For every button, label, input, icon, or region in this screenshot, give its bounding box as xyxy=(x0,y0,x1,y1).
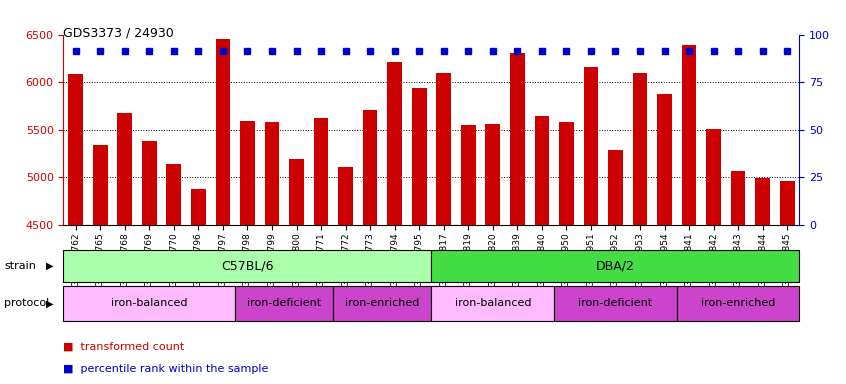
Bar xyxy=(412,88,426,225)
Bar xyxy=(93,145,107,225)
Bar xyxy=(63,286,235,321)
Bar xyxy=(338,167,353,225)
Text: protocol: protocol xyxy=(4,298,49,308)
Text: ■  percentile rank within the sample: ■ percentile rank within the sample xyxy=(63,364,269,374)
Text: strain: strain xyxy=(4,261,36,271)
Bar xyxy=(559,122,574,225)
Text: ▶: ▶ xyxy=(47,298,53,308)
Bar xyxy=(633,73,647,225)
Bar xyxy=(584,67,598,225)
Text: C57BL/6: C57BL/6 xyxy=(221,260,274,272)
Bar xyxy=(142,141,157,225)
Bar xyxy=(240,121,255,225)
Bar xyxy=(431,286,554,321)
Text: ■  transformed count: ■ transformed count xyxy=(63,341,184,351)
Text: iron-deficient: iron-deficient xyxy=(247,298,321,308)
Bar xyxy=(461,125,475,225)
Text: iron-balanced: iron-balanced xyxy=(454,298,531,308)
Bar xyxy=(780,181,794,225)
Bar xyxy=(118,113,132,225)
Text: iron-enriched: iron-enriched xyxy=(701,298,775,308)
Bar xyxy=(235,286,333,321)
Bar xyxy=(608,149,623,225)
Text: iron-balanced: iron-balanced xyxy=(111,298,188,308)
Bar xyxy=(265,122,279,225)
Bar xyxy=(706,129,721,225)
Bar xyxy=(314,118,328,225)
Text: GDS3373 / 24930: GDS3373 / 24930 xyxy=(63,27,174,40)
Bar xyxy=(216,39,230,225)
Text: ▶: ▶ xyxy=(47,261,53,271)
Bar xyxy=(731,171,745,225)
Bar xyxy=(657,94,672,225)
Bar xyxy=(63,250,431,282)
Bar xyxy=(554,286,677,321)
Bar xyxy=(535,116,549,225)
Text: iron-enriched: iron-enriched xyxy=(345,298,420,308)
Bar xyxy=(677,286,799,321)
Text: DBA/2: DBA/2 xyxy=(596,260,634,272)
Bar xyxy=(333,286,431,321)
Bar xyxy=(289,159,304,225)
Bar xyxy=(510,53,525,225)
Bar xyxy=(431,250,799,282)
Bar xyxy=(682,45,696,225)
Bar xyxy=(191,189,206,225)
Bar xyxy=(486,124,500,225)
Bar xyxy=(387,62,402,225)
Text: iron-deficient: iron-deficient xyxy=(579,298,652,308)
Bar xyxy=(437,73,451,225)
Bar xyxy=(69,74,83,225)
Bar xyxy=(363,110,377,225)
Bar xyxy=(167,164,181,225)
Bar xyxy=(755,178,770,225)
